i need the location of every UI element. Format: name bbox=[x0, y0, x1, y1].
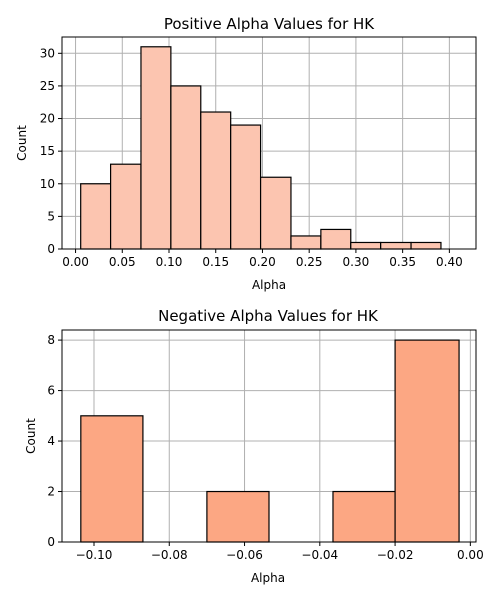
y-tick-label: 8 bbox=[47, 333, 55, 347]
y-tick-label: 20 bbox=[40, 112, 55, 126]
x-tick-label: −0.08 bbox=[151, 548, 188, 562]
histogram-bar bbox=[380, 241, 412, 250]
plot-frame bbox=[61, 36, 477, 250]
plot-frame bbox=[61, 329, 477, 543]
histogram-bar bbox=[80, 415, 144, 543]
histogram-bar bbox=[170, 85, 202, 250]
bars-group bbox=[80, 46, 442, 250]
histogram-bar bbox=[350, 241, 382, 250]
histogram-bar bbox=[332, 490, 396, 543]
histogram-bar bbox=[140, 46, 172, 250]
histogram-bar bbox=[394, 339, 460, 543]
histogram-bar bbox=[109, 163, 142, 250]
x-tick-label: 0.40 bbox=[436, 255, 463, 269]
chart-title: Positive Alpha Values for HK bbox=[164, 15, 375, 33]
y-tick-label: 4 bbox=[47, 434, 55, 448]
x-tick-label: −0.10 bbox=[76, 548, 113, 562]
x-tick-label: 0.10 bbox=[156, 255, 183, 269]
x-tick-label: 0.00 bbox=[457, 548, 484, 562]
y-axis: 0 2 4 6 8 bbox=[47, 333, 62, 549]
y-axis: 0 5 10 15 20 25 30 bbox=[40, 46, 62, 256]
chart-title: Negative Alpha Values for HK bbox=[158, 307, 379, 325]
histogram-bar bbox=[259, 176, 292, 250]
bars-group bbox=[80, 339, 460, 543]
y-tick-label: 15 bbox=[40, 144, 55, 158]
positive-alpha-chart: Positive Alpha Values for HK 0.00 0.05 0.1… bbox=[15, 15, 477, 292]
y-tick-label: 0 bbox=[47, 535, 55, 549]
histogram-bar bbox=[200, 111, 232, 250]
x-axis-label: Alpha bbox=[252, 278, 286, 292]
y-tick-label: 0 bbox=[47, 242, 55, 256]
x-axis-label: Alpha bbox=[251, 571, 285, 585]
histogram-bar bbox=[80, 183, 112, 250]
x-tick-label: 0.05 bbox=[109, 255, 136, 269]
x-tick-label: 0.35 bbox=[389, 255, 416, 269]
histogram-bar bbox=[206, 490, 270, 543]
y-axis-label: Count bbox=[15, 125, 29, 161]
y-tick-label: 10 bbox=[40, 177, 55, 191]
x-tick-label: 0.15 bbox=[202, 255, 229, 269]
histogram-bar bbox=[410, 241, 442, 250]
y-tick-label: 6 bbox=[47, 384, 55, 398]
x-tick-label: 0.30 bbox=[343, 255, 370, 269]
negative-alpha-chart: Negative Alpha Values for HK −0.10 −0.08−… bbox=[24, 307, 484, 585]
x-tick-label: 0.25 bbox=[296, 255, 323, 269]
x-tick-label: 0.00 bbox=[62, 255, 89, 269]
histogram-bar bbox=[290, 235, 322, 250]
y-tick-label: 25 bbox=[40, 79, 55, 93]
y-axis-label: Count bbox=[24, 418, 38, 454]
histogram-bar bbox=[320, 228, 352, 250]
x-tick-label: −0.06 bbox=[226, 548, 263, 562]
x-axis: 0.00 0.05 0.10 0.15 0.20 0.25 0.30 0.35 0.40 bbox=[62, 249, 463, 269]
y-tick-label: 5 bbox=[47, 209, 55, 223]
y-tick-label: 2 bbox=[47, 485, 55, 499]
x-tick-label: −0.04 bbox=[301, 548, 338, 562]
histogram-bar bbox=[230, 124, 262, 250]
y-tick-label: 30 bbox=[40, 46, 55, 60]
x-tick-label: 0.20 bbox=[249, 255, 276, 269]
x-tick-label: −0.02 bbox=[377, 548, 414, 562]
x-axis: −0.10 −0.08 −0.06 −0.04 −0.02 0.00 bbox=[76, 542, 484, 562]
